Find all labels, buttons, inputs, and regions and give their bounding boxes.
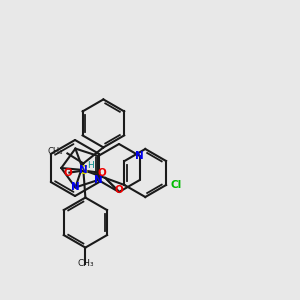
Text: H: H [87, 161, 94, 170]
Text: O: O [115, 185, 124, 195]
Text: CH₃: CH₃ [77, 259, 94, 268]
Text: N: N [135, 151, 144, 161]
Text: N: N [71, 182, 80, 192]
Text: CH₃: CH₃ [48, 147, 63, 156]
Text: O: O [97, 168, 106, 178]
Text: N: N [79, 165, 88, 175]
Text: N: N [94, 175, 103, 185]
Text: S: S [79, 164, 88, 177]
Text: Cl: Cl [170, 180, 181, 190]
Text: O: O [63, 168, 72, 178]
